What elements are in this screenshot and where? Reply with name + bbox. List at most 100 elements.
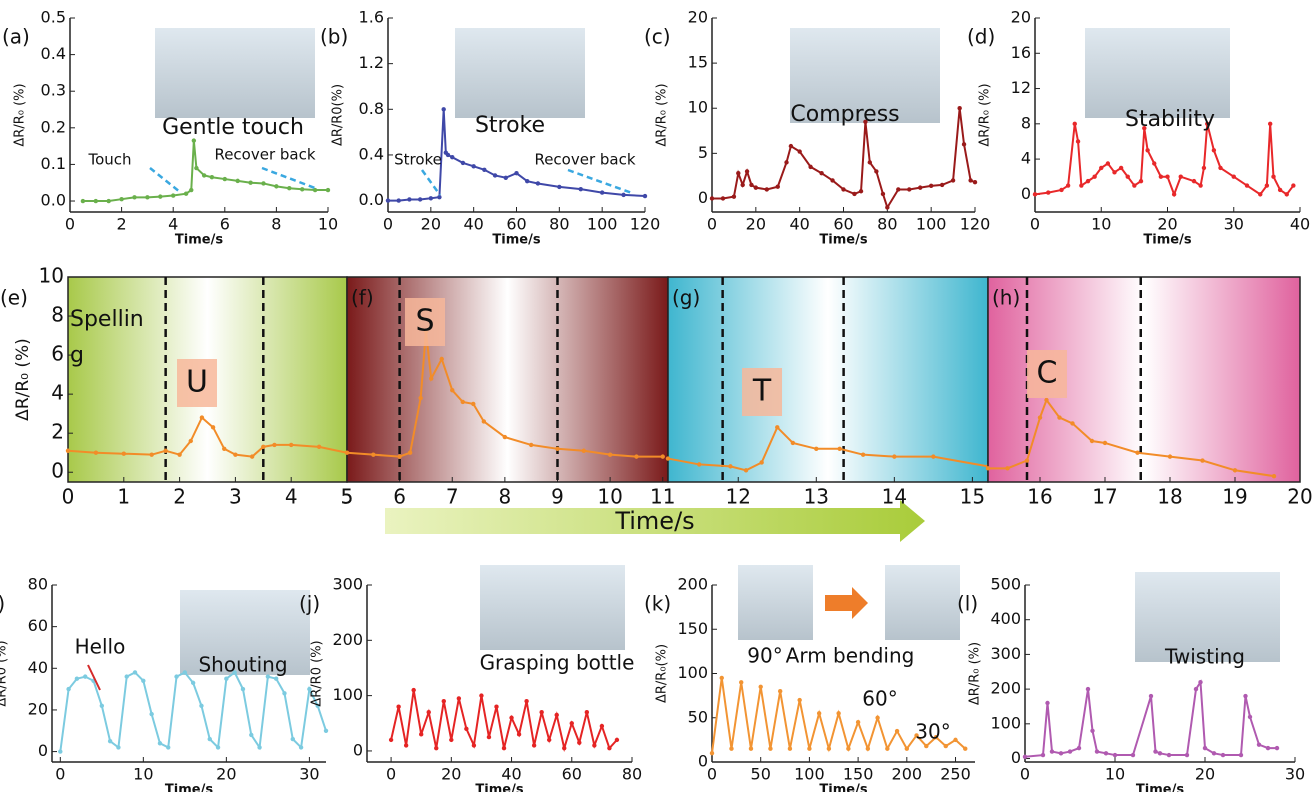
data-point bbox=[1041, 753, 1045, 757]
y-tick-label: 300 bbox=[990, 644, 1021, 663]
data-point bbox=[191, 681, 195, 685]
data-point bbox=[929, 184, 933, 188]
data-point bbox=[287, 186, 291, 190]
data-point bbox=[210, 175, 214, 179]
data-point bbox=[503, 435, 507, 439]
x-tick-label: 200 bbox=[892, 765, 923, 784]
data-point bbox=[434, 746, 438, 750]
x-axis-label: Time/s bbox=[819, 783, 867, 792]
x-tick-label: 10 bbox=[1091, 215, 1111, 234]
y-tick-label: 15 bbox=[688, 53, 708, 72]
data-point bbox=[66, 687, 70, 691]
data-point bbox=[710, 196, 714, 200]
panel-label: (j) bbox=[299, 592, 320, 616]
data-point bbox=[133, 670, 137, 674]
data-point bbox=[450, 155, 454, 159]
data-point bbox=[83, 674, 87, 678]
data-point bbox=[807, 747, 811, 751]
annotation: U bbox=[186, 365, 208, 400]
data-point bbox=[918, 185, 922, 189]
y-tick-label: 0.3 bbox=[41, 81, 66, 100]
x-tick-label: 50 bbox=[751, 765, 771, 784]
annotation: T bbox=[752, 374, 772, 409]
data-point bbox=[1079, 183, 1083, 187]
x-tick-label: 6 bbox=[393, 485, 406, 509]
data-point bbox=[768, 747, 772, 751]
data-point bbox=[1044, 398, 1048, 402]
data-point bbox=[874, 169, 878, 173]
data-point bbox=[615, 738, 619, 742]
data-point bbox=[784, 160, 788, 164]
x-tick-label: 3 bbox=[229, 485, 242, 509]
x-axis-label: Time/s bbox=[1143, 233, 1191, 248]
y-tick-label: 1.6 bbox=[359, 8, 384, 27]
data-point bbox=[1159, 175, 1163, 179]
data-point bbox=[775, 425, 779, 429]
y-tick-label: 20 bbox=[1011, 8, 1031, 27]
data-point bbox=[592, 743, 596, 747]
y-tick-label: 100 bbox=[332, 685, 363, 704]
data-point bbox=[1218, 166, 1222, 170]
data-point bbox=[532, 743, 536, 747]
data-point bbox=[754, 185, 758, 189]
annotation: Arm bending bbox=[786, 644, 915, 668]
y-axis-label: ΔR/R₀ (%) bbox=[978, 83, 993, 146]
data-point bbox=[697, 462, 701, 466]
data-point bbox=[885, 747, 889, 751]
data-point bbox=[778, 689, 782, 693]
data-point bbox=[739, 680, 743, 684]
y-tick-label: 16 bbox=[1011, 43, 1031, 62]
data-point bbox=[461, 400, 465, 404]
data-point bbox=[968, 178, 972, 182]
photo bbox=[155, 28, 315, 118]
data-point bbox=[222, 447, 226, 451]
series-line bbox=[391, 690, 617, 748]
panel-label: (k) bbox=[644, 592, 671, 616]
annotation: Spellin bbox=[70, 307, 144, 332]
photo bbox=[1085, 28, 1230, 118]
x-tick-label: 6 bbox=[220, 215, 230, 234]
y-tick-label: 12 bbox=[1011, 78, 1031, 97]
data-point bbox=[585, 710, 589, 714]
y-tick-label: 500 bbox=[990, 575, 1021, 594]
data-point bbox=[881, 192, 885, 196]
plot-background bbox=[668, 277, 988, 482]
panel-label: (c) bbox=[644, 25, 671, 49]
x-tick-label: 250 bbox=[940, 765, 971, 784]
data-point bbox=[1221, 753, 1225, 757]
x-tick-label: 60 bbox=[833, 215, 853, 234]
x-tick-label: 100 bbox=[916, 215, 947, 234]
annotation: Recover back bbox=[214, 146, 315, 164]
data-point bbox=[951, 178, 955, 182]
data-point bbox=[291, 737, 295, 741]
data-point bbox=[866, 747, 870, 751]
data-point bbox=[208, 737, 212, 741]
data-point bbox=[404, 743, 408, 747]
panel: 01020300100200300400500(l)ΔR/R₀ (%)Time/… bbox=[957, 572, 1305, 792]
x-tick-label: 30 bbox=[299, 765, 319, 784]
y-tick-label: 0 bbox=[353, 740, 363, 759]
data-point bbox=[963, 747, 967, 751]
annotation: Hello bbox=[75, 635, 126, 659]
data-point bbox=[555, 713, 559, 717]
data-point bbox=[634, 454, 638, 458]
data-point bbox=[661, 454, 665, 458]
annotation: Stroke bbox=[394, 151, 442, 169]
data-point bbox=[600, 190, 604, 194]
data-point bbox=[944, 744, 948, 748]
data-point bbox=[274, 184, 278, 188]
panel: 0204060801001200.00.40.81.21.6(b)ΔR/R0(%… bbox=[320, 8, 660, 248]
x-tick-label: 100 bbox=[587, 215, 618, 234]
y-tick-label: 0 bbox=[1011, 748, 1021, 767]
data-point bbox=[814, 447, 818, 451]
x-tick-label: 10 bbox=[318, 215, 338, 234]
data-point bbox=[397, 454, 401, 458]
x-tick-label: 0 bbox=[55, 765, 65, 784]
data-point bbox=[1203, 746, 1207, 750]
x-axis-label: Time/s bbox=[614, 507, 694, 535]
data-point bbox=[744, 468, 748, 472]
data-point bbox=[745, 169, 749, 173]
x-tick-label: 0 bbox=[707, 215, 717, 234]
